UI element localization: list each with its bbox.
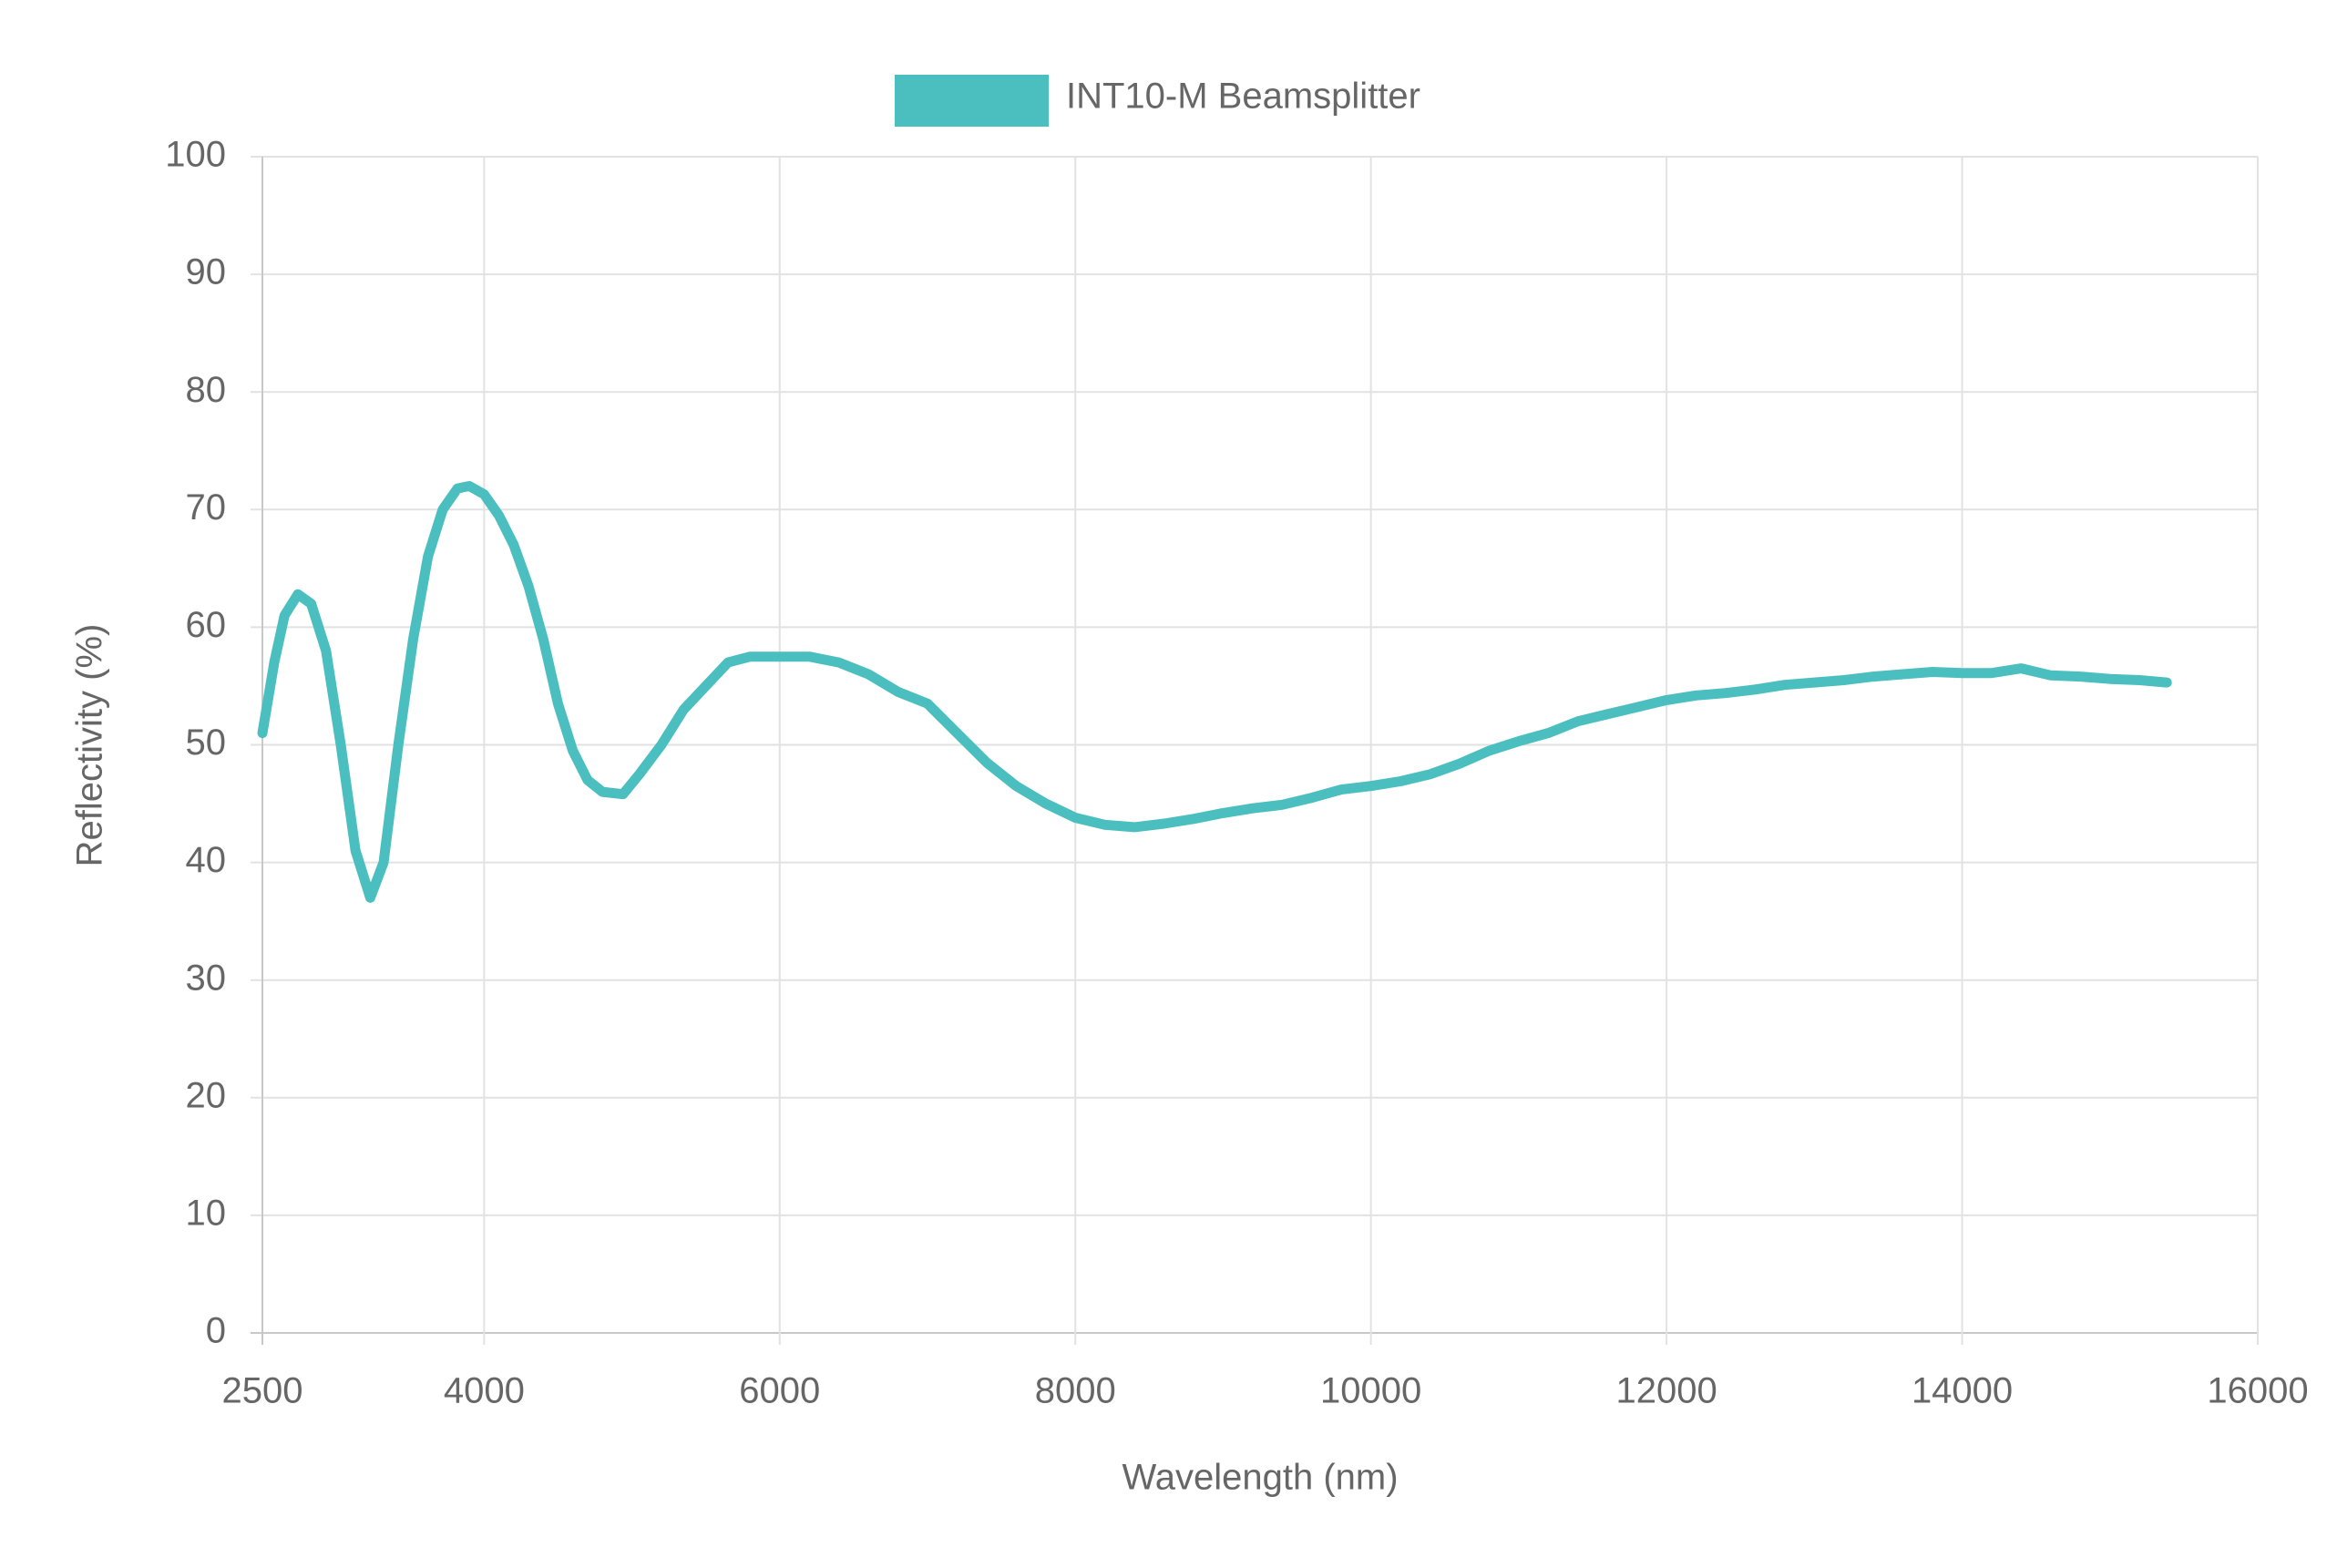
x-tick-label: 10000 xyxy=(1320,1371,1421,1411)
y-tick-label: 30 xyxy=(186,958,227,998)
y-tick-label: 100 xyxy=(165,135,226,175)
x-tick-label: 2500 xyxy=(222,1371,303,1411)
y-tick-label: 0 xyxy=(206,1311,226,1351)
y-tick-label: 50 xyxy=(186,723,227,763)
y-tick-label: 70 xyxy=(186,487,227,528)
y-tick-label: 60 xyxy=(186,605,227,645)
x-tick-label: 16000 xyxy=(2207,1371,2308,1411)
y-tick-label: 80 xyxy=(186,370,227,410)
x-axis-title: Wavelength (nm) xyxy=(1122,1458,1398,1498)
x-tick-label: 6000 xyxy=(739,1371,820,1411)
legend-label[interactable]: INT10-M Beamsplitter xyxy=(1066,77,1420,117)
legend-swatch[interactable] xyxy=(895,75,1049,127)
series-layer xyxy=(257,481,2172,903)
x-tick-label: 4000 xyxy=(444,1371,525,1411)
x-tick-label: 8000 xyxy=(1035,1371,1116,1411)
y-axis-title: Reflectivity (%) xyxy=(70,624,110,867)
data-line xyxy=(257,481,2172,903)
y-tick-label: 90 xyxy=(186,252,227,292)
y-tick-label: 20 xyxy=(186,1075,227,1115)
y-tick-label: 10 xyxy=(186,1193,227,1233)
x-tick-label: 12000 xyxy=(1615,1371,1717,1411)
grid xyxy=(251,156,2259,1345)
x-tick-label: 14000 xyxy=(1912,1371,2013,1411)
y-tick-label: 40 xyxy=(186,840,227,880)
